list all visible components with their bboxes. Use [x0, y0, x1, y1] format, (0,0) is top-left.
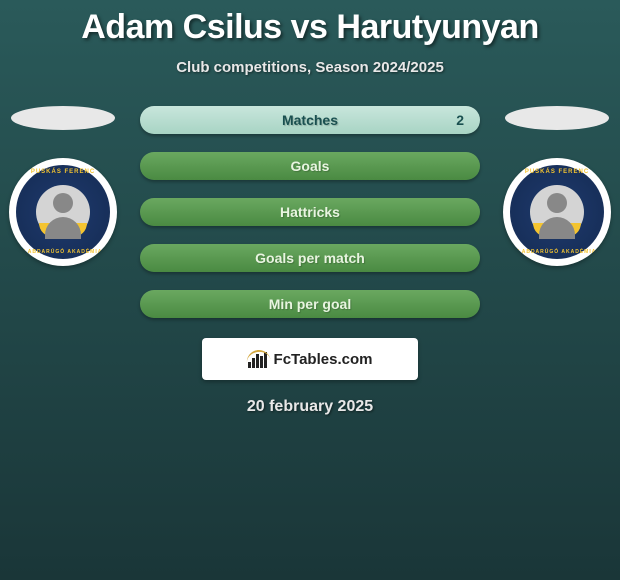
- stat-value-right: 2: [456, 112, 464, 128]
- stats-bars: Matches 2 Goals Hattricks Goals per matc…: [140, 106, 480, 318]
- badge-mid-text: FELCSÚT: [39, 223, 87, 237]
- player-left-club-badge: PUSKÁS FERENC FELCSÚT LABDARÚGÓ AKADÉMIA: [9, 158, 117, 266]
- player-right-club-badge: PUSKÁS FERENC FELCSÚT LABDARÚGÓ AKADÉMIA: [503, 158, 611, 266]
- stat-bar-goals: Goals: [140, 152, 480, 180]
- badge-text-bottom: LABDARÚGÓ AKADÉMIA: [510, 249, 604, 255]
- stat-label: Goals per match: [255, 250, 365, 266]
- badge-portrait-icon: FELCSÚT: [530, 185, 584, 239]
- stat-label: Goals: [291, 158, 330, 174]
- player-right-photo-placeholder: [505, 106, 609, 130]
- stat-bar-min-per-goal: Min per goal: [140, 290, 480, 318]
- player-right-column: PUSKÁS FERENC FELCSÚT LABDARÚGÓ AKADÉMIA: [502, 106, 612, 266]
- badge-text-bottom: LABDARÚGÓ AKADÉMIA: [16, 249, 110, 255]
- badge-text-top: PUSKÁS FERENC: [510, 169, 604, 175]
- source-logo-text: FcTables.com: [274, 351, 373, 368]
- stat-label: Min per goal: [269, 296, 351, 312]
- page-title: Adam Csilus vs Harutyunyan: [0, 8, 620, 47]
- stat-label: Hattricks: [280, 204, 340, 220]
- source-logo[interactable]: FcTables.com: [202, 338, 418, 380]
- badge-mid-text: FELCSÚT: [533, 223, 581, 237]
- stat-bar-goals-per-match: Goals per match: [140, 244, 480, 272]
- stat-label: Matches: [282, 112, 338, 128]
- badge-text-top: PUSKÁS FERENC: [16, 169, 110, 175]
- stat-bar-matches: Matches 2: [140, 106, 480, 134]
- page-subtitle: Club competitions, Season 2024/2025: [0, 59, 620, 76]
- badge-portrait-icon: FELCSÚT: [36, 185, 90, 239]
- player-left-photo-placeholder: [11, 106, 115, 130]
- bar-chart-icon: [248, 350, 268, 368]
- player-left-column: PUSKÁS FERENC FELCSÚT LABDARÚGÓ AKADÉMIA: [8, 106, 118, 266]
- date-label: 20 february 2025: [0, 398, 620, 416]
- stat-bar-hattricks: Hattricks: [140, 198, 480, 226]
- comparison-content: PUSKÁS FERENC FELCSÚT LABDARÚGÓ AKADÉMIA…: [0, 106, 620, 318]
- header: Adam Csilus vs Harutyunyan Club competit…: [0, 0, 620, 76]
